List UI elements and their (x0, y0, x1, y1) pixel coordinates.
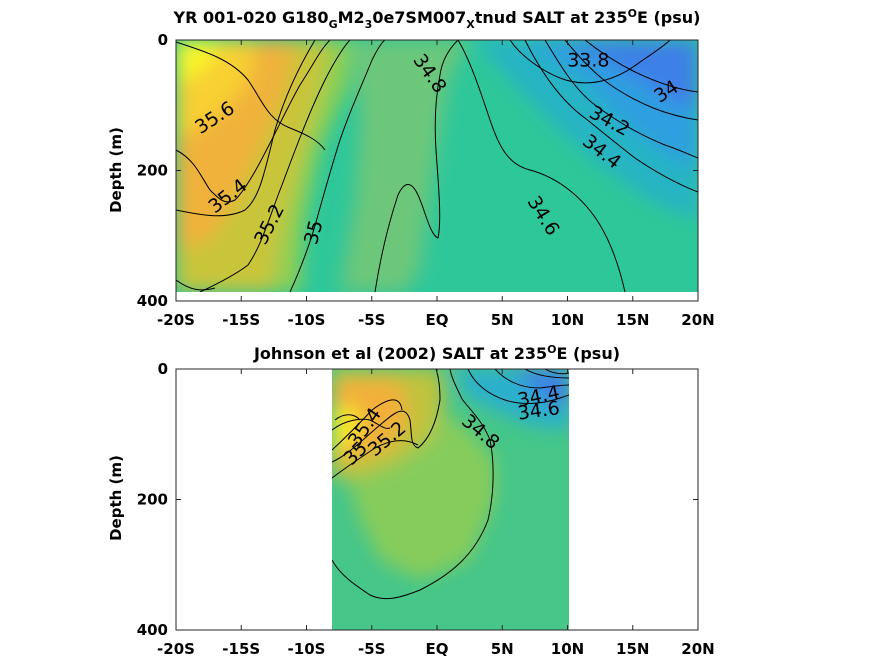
top-x-tick-label: -15S (222, 311, 260, 329)
top-salinity-field (176, 40, 698, 292)
top-title-sup: O (628, 7, 637, 20)
bottom-y-tick-label: 400 (137, 621, 168, 639)
top-x-tick-label: -20S (157, 311, 195, 329)
top-x-tick-label: 20N (681, 311, 714, 329)
bottom-x-tick-label: 5N (491, 640, 514, 656)
top-panel-title: YR 001-020 G180GM230e7SM007Xtnud SALT at… (173, 7, 701, 31)
top-title-sub: G (329, 18, 338, 31)
top-panel: YR 001-020 G180GM230e7SM007Xtnud SALT at… (107, 7, 715, 329)
bottom-panel-title: Johnson et al (2002) SALT at 235OE (psu) (253, 343, 620, 363)
bottom-y-tick-label: 200 (137, 491, 168, 509)
top-x-tick-label: 10N (551, 311, 584, 329)
bottom-title-part: Johnson et al (2002) SALT at 235 (253, 344, 547, 363)
top-x-tick-label: EQ (426, 311, 449, 329)
bottom-x-tick-label: 15N (616, 640, 649, 656)
top-title-part: E (psu) (637, 8, 701, 27)
bottom-y-axis-label: Depth (m) (107, 455, 125, 541)
top-y-tick-label: 0 (158, 31, 168, 49)
top-title-part: M2 (338, 8, 365, 27)
bottom-salinity-field (332, 369, 569, 630)
top-y-axis-label: Depth (m) (107, 127, 125, 213)
bottom-x-tick-label: EQ (426, 640, 449, 656)
bottom-title-part: E (psu) (557, 344, 621, 363)
bottom-x-tick-label: -10S (288, 640, 326, 656)
bottom-y-tick-label: 0 (158, 360, 168, 378)
bottom-x-tick-label: -5S (358, 640, 385, 656)
bottom-title-sup: O (547, 343, 556, 356)
top-x-axis: -20S -15S -10S -5S EQ 5N 10N 15N 20N (157, 40, 715, 329)
top-title-part: 0e7SM007 (372, 8, 466, 27)
top-x-tick-label: 5N (491, 311, 514, 329)
bottom-y-axis: 0 200 400 (137, 360, 698, 639)
bottom-x-tick-label: 20N (681, 640, 714, 656)
top-title-part: YR 001-020 G180 (173, 8, 329, 27)
top-contour-label: 33.8 (567, 49, 609, 71)
bottom-x-axis: -20S -15S -10S -5S EQ 5N 10N 15N 20N (157, 369, 715, 656)
bottom-x-tick-label: -15S (222, 640, 260, 656)
top-x-tick-label: 15N (616, 311, 649, 329)
top-y-axis: 0 200 400 (137, 31, 698, 310)
bottom-x-tick-label: 10N (551, 640, 584, 656)
top-title-part: tnud SALT at 235 (475, 8, 628, 27)
top-title-sub: X (466, 18, 475, 31)
bottom-x-tick-label: -20S (157, 640, 195, 656)
top-x-tick-label: -10S (288, 311, 326, 329)
bottom-panel: Johnson et al (2002) SALT at 235OE (psu) (107, 343, 715, 656)
top-y-tick-label: 400 (137, 292, 168, 310)
top-y-tick-label: 200 (137, 162, 168, 180)
top-x-tick-label: -5S (358, 311, 385, 329)
top-title-sub: 3 (365, 18, 373, 31)
